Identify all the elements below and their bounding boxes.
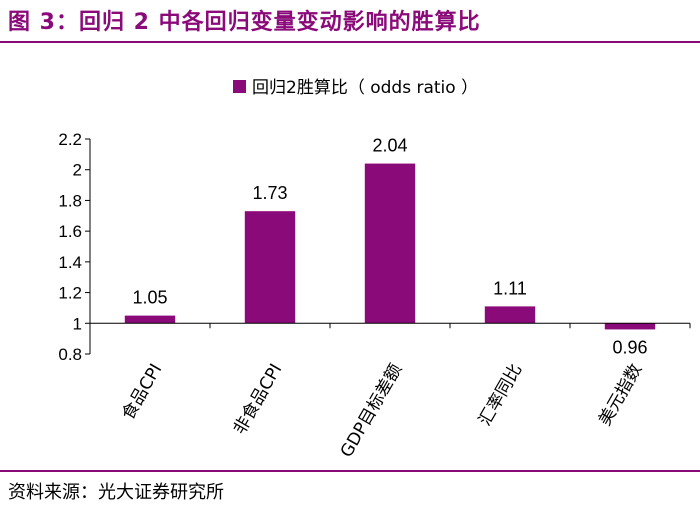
data-label: 1.05: [132, 288, 167, 308]
legend-label: 回归2胜算比（ odds ratio ）: [252, 78, 478, 98]
source-rule: [0, 470, 700, 472]
y-tick-label: 1.6: [58, 222, 82, 241]
y-tick-label: 1.2: [58, 284, 82, 303]
source-note: 资料来源：光大证券研究所: [8, 482, 224, 503]
y-tick-label: 1.8: [58, 191, 82, 210]
y-tick-label: 2.2: [58, 130, 82, 149]
bar: [244, 211, 296, 324]
y-tick-label: 0.8: [58, 345, 82, 364]
data-label: 1.11: [493, 278, 527, 298]
category-label: 汇率同比: [475, 361, 526, 430]
y-tick-label: 2: [73, 161, 82, 180]
category-label: 食品CPI: [118, 361, 166, 424]
category-label: 美元指数: [595, 361, 646, 430]
bar: [484, 306, 536, 324]
y-tick-label: 1: [73, 314, 82, 333]
bar: [364, 163, 416, 324]
legend-swatch: [233, 80, 246, 93]
figure-title: 图 3：回归 2 中各回归变量变动影响的胜算比: [8, 10, 481, 35]
data-label: 1.73: [252, 183, 287, 203]
y-tick-label: 1.4: [58, 253, 82, 272]
data-label: 2.04: [372, 136, 407, 156]
bar: [124, 315, 176, 324]
category-label: GDP目标差额: [337, 361, 407, 462]
data-label: 0.96: [612, 337, 647, 357]
bar: [604, 323, 656, 330]
category-label: 非食品CPI: [230, 361, 286, 439]
title-rule: [0, 41, 700, 43]
bar-chart: 回归2胜算比（ odds ratio ） 0.8 1 1.2 1.4 1.6 1.8 2 2.…: [58, 78, 691, 462]
